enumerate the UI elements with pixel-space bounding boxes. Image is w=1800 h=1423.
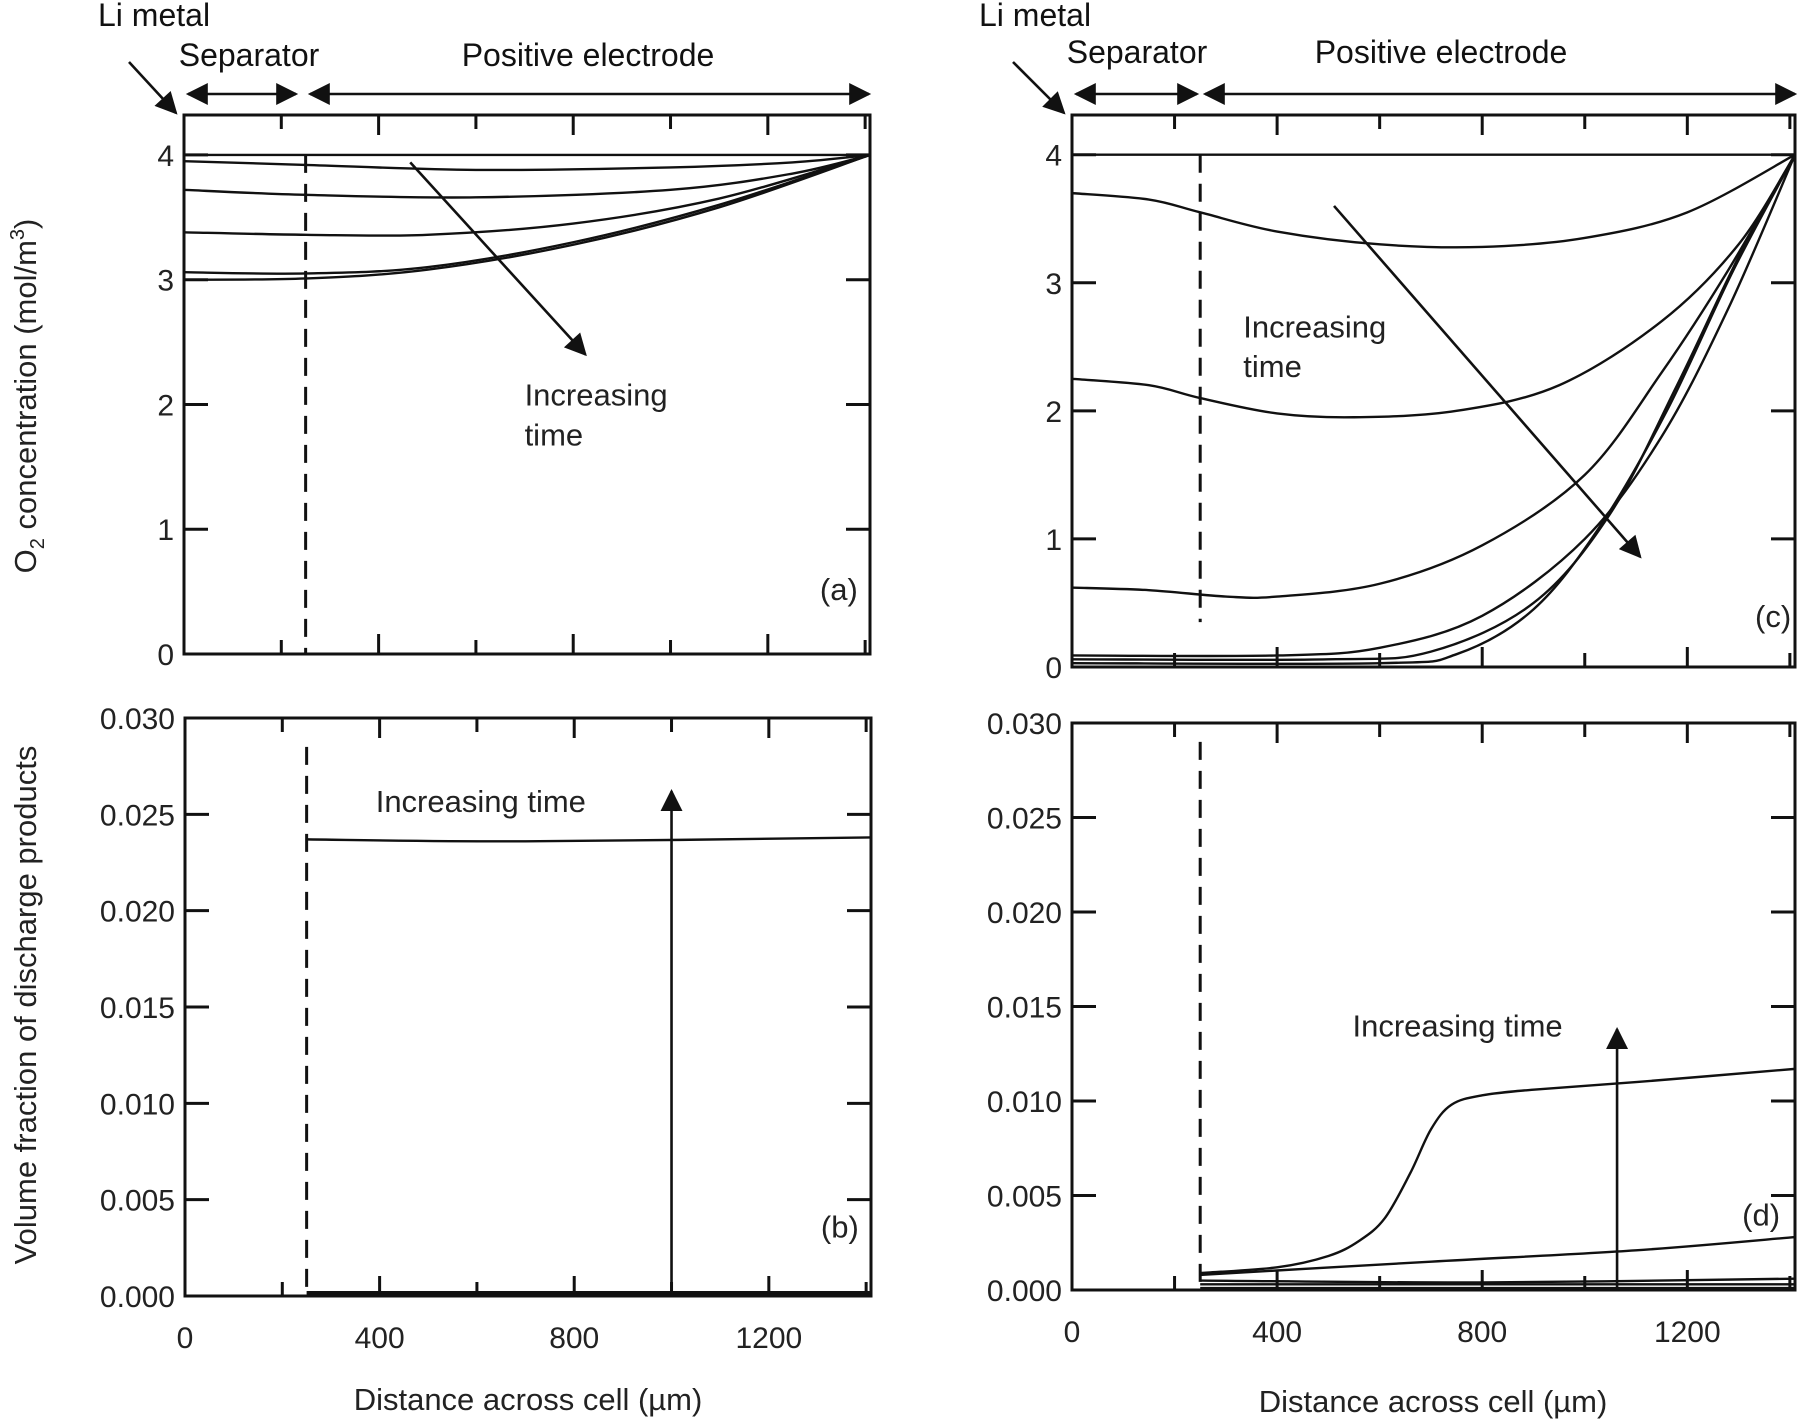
y-tick-label: 0.005 [100,1185,175,1218]
header-left: Li metal Separator Positive electrode [98,0,872,115]
x-tick-label: 1200 [735,1322,802,1355]
separator-label: Separator [1067,34,1208,70]
x-tick-label: 1200 [1654,1316,1721,1349]
separator-label: Separator [179,37,320,73]
series-line-t5 [1200,1067,1796,1275]
y-tick-label: 0.020 [100,896,175,929]
series-line-t3 [1071,154,1797,419]
y-tick-label: 3 [1045,268,1062,301]
series-line-t4 [306,836,872,843]
panel-label: (c) [1755,599,1791,634]
y-axis-title-concentration: O2 concentration (mol/m3) [7,219,49,574]
series-line-t7 [1071,154,1797,666]
x-tick-label: 800 [549,1322,599,1355]
x-tick-label: 0 [1064,1316,1081,1349]
y-tick-label: 0.020 [987,897,1062,930]
series-line-t5 [1071,154,1797,658]
y-tick-label: 0 [1045,652,1062,685]
y-tick-label: 0.000 [100,1281,175,1314]
panel-label: (b) [821,1210,859,1245]
y-tick-label: 2 [1045,396,1062,429]
li-metal-label: Li metal [979,0,1091,33]
y-tick-label: 3 [157,265,174,298]
y-title-superscript: 3 [7,229,29,240]
li-metal-arrow [128,61,178,115]
y-tick-label: 0.030 [987,708,1062,741]
header-right: Li metal Separator Positive electrode [979,0,1798,115]
series-line-t4 [1071,154,1797,599]
increasing-time-annotation: time [525,417,584,452]
increasing-time-annotation: time [1243,349,1302,384]
y-title-end: ) [8,219,43,229]
x-tick-label: 0 [177,1322,194,1355]
series-line-t6 [183,153,871,281]
plot-frame [183,716,873,1298]
y-tick-label: 4 [157,140,174,173]
increasing-time-annotation: Increasing [525,377,668,412]
panel-a: 0 1 2 3 4 Increasing time (a) [157,113,872,672]
y-title-main: O [8,549,43,573]
x-axis-title-left: Distance across cell (µm) [354,1382,703,1417]
plot-frame [1070,113,1797,669]
series-line-t4 [183,153,871,237]
panel-c: 0 1 2 3 4 Increasing time (c) [1045,113,1797,685]
x-axis-title-right: Distance across cell (µm) [1259,1384,1608,1419]
li-metal-arrow [1012,61,1066,115]
x-tick-label: 400 [1252,1316,1302,1349]
x-tick-label: 800 [1457,1316,1507,1349]
series-line-t4 [1200,1235,1796,1277]
y-title-middle: concentration (mol/m [8,240,43,538]
increasing-time-arrow [409,161,587,357]
positive-electrode-label: Positive electrode [462,37,715,73]
series-line-t2 [1071,153,1796,249]
y-tick-label: 2 [157,389,174,422]
y-title-subscript: 2 [27,538,49,549]
plot-frame [1070,721,1797,1292]
y-tick-label: 0.015 [100,992,175,1025]
series-line-t2 [183,153,871,172]
panel-label: (a) [820,572,858,607]
y-tick-label: 0 [157,639,174,672]
y-tick-label: 1 [157,514,174,547]
panel-label: (d) [1742,1197,1780,1232]
y-tick-label: 1 [1045,524,1062,557]
y-tick-label: 0.025 [987,803,1062,836]
y-tick-label: 0.025 [100,799,175,832]
y-axis-title-volume-fraction: Volume fraction of discharge products [8,746,43,1265]
y-tick-label: 0.010 [100,1088,175,1121]
positive-electrode-label: Positive electrode [1315,34,1568,70]
increasing-time-annotation: Increasing time [1352,1008,1562,1043]
y-tick-label: 0.015 [987,992,1062,1025]
series-line-t3 [183,153,871,199]
series-line-t3 [1200,1277,1796,1284]
y-tick-label: 0.030 [100,703,175,736]
series-line-t5 [183,153,871,275]
panel-d: 0 400 800 1200 0.000 0.005 0.010 0.015 0.020 0.02… [987,708,1797,1349]
series-line-t6 [1071,154,1797,662]
increasing-time-annotation: Increasing [1243,309,1386,344]
y-tick-label: 0.010 [987,1086,1062,1119]
plot-frame [182,113,872,656]
y-tick-label: 0.005 [987,1181,1062,1214]
x-tick-label: 400 [355,1322,405,1355]
li-metal-label: Li metal [98,0,210,33]
panel-b: 0 400 800 1200 0.000 0.005 0.010 0.015 0.020 0.02… [100,703,873,1355]
y-tick-label: 4 [1045,140,1062,173]
increasing-time-arrow [1333,205,1642,559]
increasing-time-annotation: Increasing time [376,784,586,819]
y-tick-label: 0.000 [987,1275,1062,1308]
